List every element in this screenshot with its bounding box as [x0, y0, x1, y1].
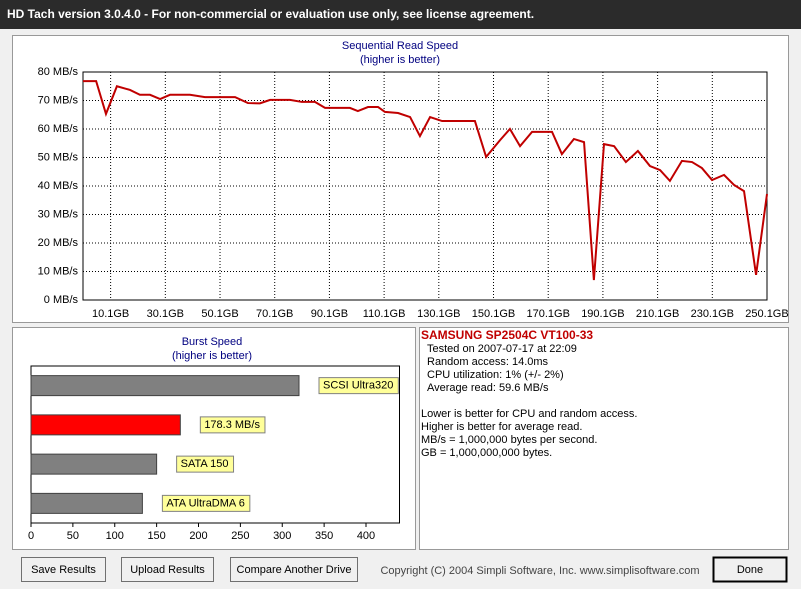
x-tick-label: 10.1GB [92, 308, 129, 320]
note-line: GB = 1,000,000,000 bytes. [421, 447, 552, 459]
y-tick-label: 40 MB/s [38, 180, 79, 192]
bar-label-box [176, 455, 235, 473]
y-tick-label: 60 MB/s [38, 123, 79, 135]
x-tick-label: 230.1GB [691, 308, 734, 320]
note-line: MB/s = 1,000,000 bytes per second. [421, 434, 597, 446]
x-tick-label: 170.1GB [526, 308, 569, 320]
y-tick-label: 80 MB/s [38, 66, 79, 78]
x-tick-label: 150 [147, 530, 165, 542]
y-tick-label: 0 MB/s [44, 294, 79, 306]
x-tick-label: 70.1GB [256, 308, 293, 320]
y-tick-label: 50 MB/s [38, 151, 79, 163]
bar [30, 414, 181, 436]
y-tick-label: 30 MB/s [38, 208, 79, 220]
window-title: HD Tach version 3.0.4.0 - For non-commer… [7, 7, 534, 21]
done-button-label[interactable]: Done [737, 564, 763, 576]
x-tick-label: 210.1GB [636, 308, 679, 320]
x-tick-label: 100 [106, 530, 124, 542]
x-tick-label: 300 [273, 530, 291, 542]
y-tick-label: 20 MB/s [38, 237, 79, 249]
x-tick-label: 130.1GB [417, 308, 460, 320]
bar-label-box [161, 494, 251, 512]
info-panel [419, 327, 789, 550]
x-tick-label: 250.1GB [745, 308, 788, 320]
value-label-box [199, 416, 266, 434]
y-tick-label: 70 MB/s [38, 94, 79, 106]
y-tick-label: 10 MB/s [38, 265, 79, 277]
upload-button[interactable] [121, 557, 214, 582]
x-tick-label: 0 [28, 530, 34, 542]
x-tick-label: 90.1GB [311, 308, 348, 320]
drive-name: SAMSUNG SP2504C VT100-33 [421, 328, 593, 342]
upload-button-label[interactable]: Upload Results [130, 564, 205, 576]
x-tick-label: 50 [67, 530, 79, 542]
title-bar [0, 0, 801, 29]
line-title: Sequential Read Speed [342, 40, 458, 52]
bar [30, 492, 143, 514]
compare-button[interactable] [230, 557, 358, 582]
info-line: Random access: 14.0ms [427, 356, 549, 368]
copyright: Copyright (C) 2004 Simpli Software, Inc.… [380, 565, 699, 577]
info-line: Average read: 59.6 MB/s [427, 382, 549, 394]
bar-title: Burst Speed [182, 336, 243, 348]
save-button-label[interactable]: Save Results [31, 564, 96, 576]
bar [30, 453, 158, 475]
compare-button-label[interactable]: Compare Another Drive [237, 564, 352, 576]
plot-border [82, 71, 768, 301]
x-tick-label: 110.1GB [363, 308, 406, 320]
value-label: 178.3 MB/s [204, 419, 260, 431]
x-tick-label: 400 [357, 530, 375, 542]
x-tick-label: 50.1GB [201, 308, 238, 320]
bar-label: ATA UltraDMA 6 [166, 497, 244, 509]
done-button[interactable] [712, 556, 788, 583]
x-tick-label: 250 [231, 530, 249, 542]
read-line [83, 80, 768, 281]
bar-label-box [318, 377, 399, 395]
x-tick-label: 190.1GB [581, 308, 624, 320]
note-line: Higher is better for average read. [421, 421, 582, 433]
x-tick-label: 200 [189, 530, 207, 542]
x-tick-label: 30.1GB [147, 308, 184, 320]
bar-label: SATA 150 [181, 458, 229, 470]
bar-label: SCSI Ultra320 [323, 380, 393, 392]
line-subtitle: (higher is better) [360, 54, 440, 66]
save-button[interactable] [21, 557, 106, 582]
note-line: Lower is better for CPU and random acces… [421, 408, 637, 420]
bar-subtitle: (higher is better) [172, 350, 252, 362]
info-line: CPU utilization: 1% (+/- 2%) [427, 369, 564, 381]
x-tick-label: 350 [315, 530, 333, 542]
bar [30, 375, 300, 397]
info-line: Tested on 2007-07-17 at 22:09 [427, 343, 577, 355]
x-tick-label: 150.1GB [472, 308, 515, 320]
